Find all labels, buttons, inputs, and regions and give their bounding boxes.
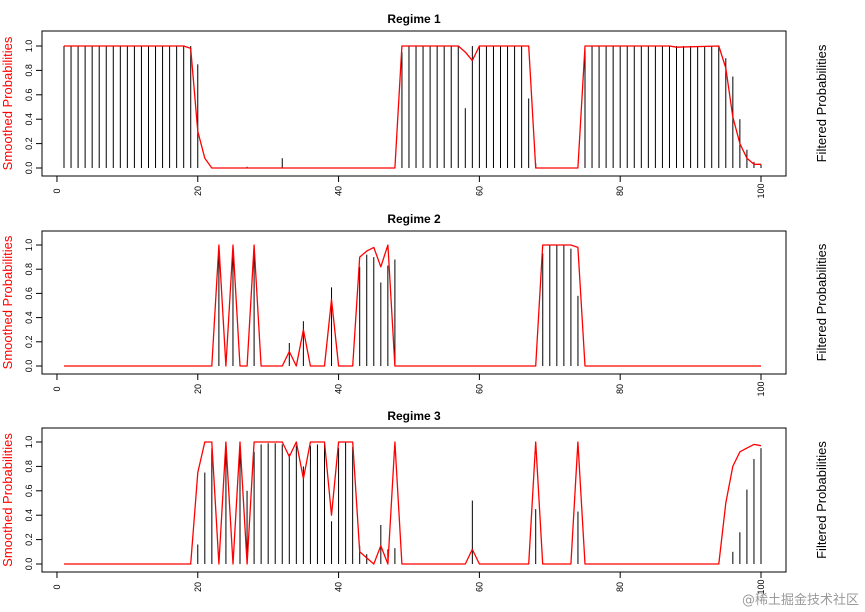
y-tick-label: 0.8 <box>24 263 34 276</box>
x-tick-label: 0 <box>52 386 62 391</box>
plot-frame <box>41 30 787 177</box>
x-tick-label: 60 <box>474 384 484 394</box>
y-tick-label: 0.4 <box>24 113 34 126</box>
y-tick-label: 0.4 <box>24 509 34 522</box>
y-tick-label: 1.0 <box>24 239 34 252</box>
y-tick-label: 0.6 <box>24 89 34 102</box>
y-tick-label: 0.2 <box>24 336 34 349</box>
x-tick-label: 80 <box>615 186 625 196</box>
x-tick-label: 80 <box>615 384 625 394</box>
x-tick-label: 40 <box>334 582 344 592</box>
y-tick-label: 0.0 <box>24 360 34 373</box>
x-tick-label: 20 <box>193 186 203 196</box>
chart-title: Regime 3 <box>387 409 441 423</box>
y-axis-label-filtered: Filtered Probabilities <box>814 44 829 162</box>
x-tick-label: 40 <box>334 186 344 196</box>
x-tick-label: 60 <box>474 582 484 592</box>
y-tick-label: 0.2 <box>24 137 34 150</box>
y-tick-label: 0.8 <box>24 64 34 77</box>
x-tick-label: 60 <box>474 186 484 196</box>
x-tick-label: 0 <box>52 188 62 193</box>
y-tick-label: 0.6 <box>24 485 34 498</box>
y-tick-label: 0.4 <box>24 311 34 324</box>
watermark-text: @稀土掘金技术社区 <box>741 593 859 608</box>
regime-1-panel: Regime 1 0.0 0.2 0.4 0.6 0.8 1.0 0 20 40 60 80 100 Sm… <box>0 12 829 199</box>
y-axis-label-smoothed: Smoothed Probabilities <box>0 36 15 170</box>
smoothed-probability-line <box>64 45 761 169</box>
chart-title: Regime 2 <box>387 212 441 226</box>
x-tick-label: 20 <box>193 384 203 394</box>
plot-frame <box>41 427 787 573</box>
y-tick-label: 1.0 <box>24 40 34 53</box>
y-tick-label: 0.6 <box>24 287 34 300</box>
x-tick-label: 100 <box>756 183 766 198</box>
x-tick-label: 0 <box>52 584 62 589</box>
chart-title: Regime 1 <box>387 12 441 26</box>
y-tick-label: 0.8 <box>24 460 34 473</box>
x-tick-label: 40 <box>334 384 344 394</box>
smoothed-probability-line <box>64 441 762 565</box>
y-axis-label-filtered: Filtered Probabilities <box>814 243 829 361</box>
x-tick-label: 100 <box>756 579 766 594</box>
y-axis-label-filtered: Filtered Probabilities <box>814 441 829 559</box>
y-axis-label-smoothed: Smoothed Probabilities <box>0 433 15 567</box>
regime-2-panel: Regime 2 0.0 0.2 0.4 0.6 0.8 1.0 0 20 40 60 80 100 Sm… <box>0 212 829 397</box>
x-tick-label: 80 <box>615 582 625 592</box>
smoothed-probability-line <box>64 244 761 367</box>
y-tick-label: 0.0 <box>24 558 34 571</box>
y-axis-label-smoothed: Smoothed Probabilities <box>0 235 15 369</box>
regime-3-panel: Regime 3 0.0 0.2 0.4 0.6 0.8 1.0 0 20 40 60 80 100 Sm… <box>0 409 829 595</box>
y-tick-label: 0.2 <box>24 533 34 546</box>
y-tick-label: 1.0 <box>24 436 34 449</box>
x-tick-label: 20 <box>193 582 203 592</box>
plot-frame <box>41 230 787 375</box>
y-tick-label: 0.0 <box>24 162 34 175</box>
x-tick-label: 100 <box>756 381 766 396</box>
